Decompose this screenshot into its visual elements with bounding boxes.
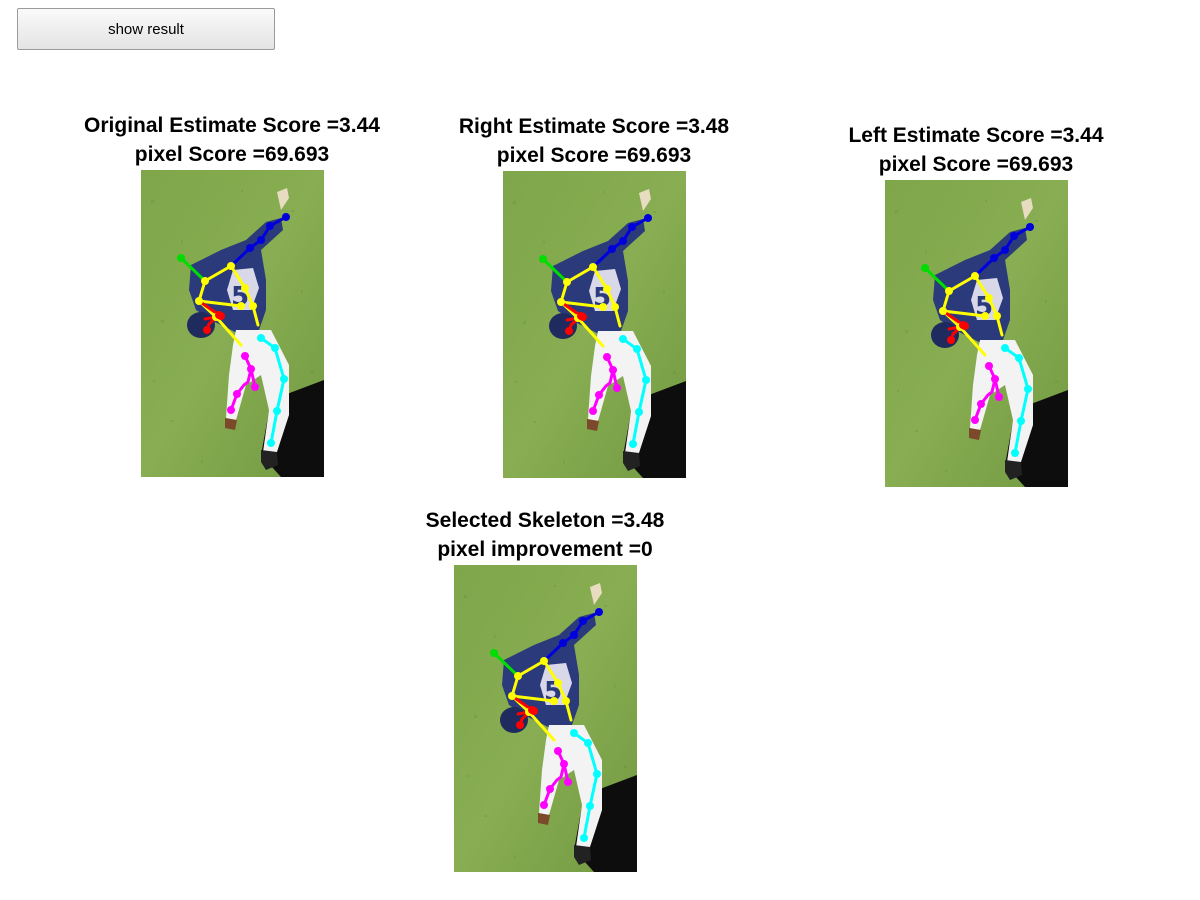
right-pixel-score-label: pixel Score =69.693: [496, 144, 692, 167]
panel-selected-skeleton: Selected Skeleton =3.48 pixel improvemen…: [375, 506, 715, 872]
panel-title: Right Estimate Score =3.48 pixel Score =…: [424, 112, 764, 170]
selected-score-label: Selected Skeleton =3.48: [425, 509, 665, 532]
right-score-label: Right Estimate Score =3.48: [458, 115, 730, 138]
panel-left-estimate: Left Estimate Score =3.44 pixel Score =6…: [806, 121, 1146, 487]
selected-pixel-improvement-label: pixel improvement =0: [437, 538, 653, 561]
left-pixel-score-label: pixel Score =69.693: [878, 153, 1074, 176]
original-score-label: Original Estimate Score =3.44: [84, 114, 380, 137]
left-score-label: Left Estimate Score =3.44: [848, 124, 1104, 147]
show-result-button[interactable]: show result: [17, 8, 275, 50]
pose-image-left: 5: [884, 180, 1068, 487]
panel-right-estimate: Right Estimate Score =3.48 pixel Score =…: [424, 112, 764, 478]
panel-original-estimate: Original Estimate Score =3.44 pixel Scor…: [62, 111, 402, 477]
pose-image-right: 5: [502, 171, 686, 478]
pose-skeleton-image: 5: [884, 180, 1068, 487]
original-pixel-score-label: pixel Score =69.693: [134, 143, 330, 166]
pose-skeleton-image: 5: [502, 171, 686, 478]
panel-title: Selected Skeleton =3.48 pixel improvemen…: [375, 506, 715, 564]
pose-skeleton-image: 5: [453, 565, 637, 872]
pose-image-selected: 5: [453, 565, 637, 872]
panel-title: Original Estimate Score =3.44 pixel Scor…: [62, 111, 402, 169]
pose-image-original: 5: [140, 170, 324, 477]
pose-skeleton-image: 5: [140, 170, 324, 477]
panel-title: Left Estimate Score =3.44 pixel Score =6…: [806, 121, 1146, 179]
